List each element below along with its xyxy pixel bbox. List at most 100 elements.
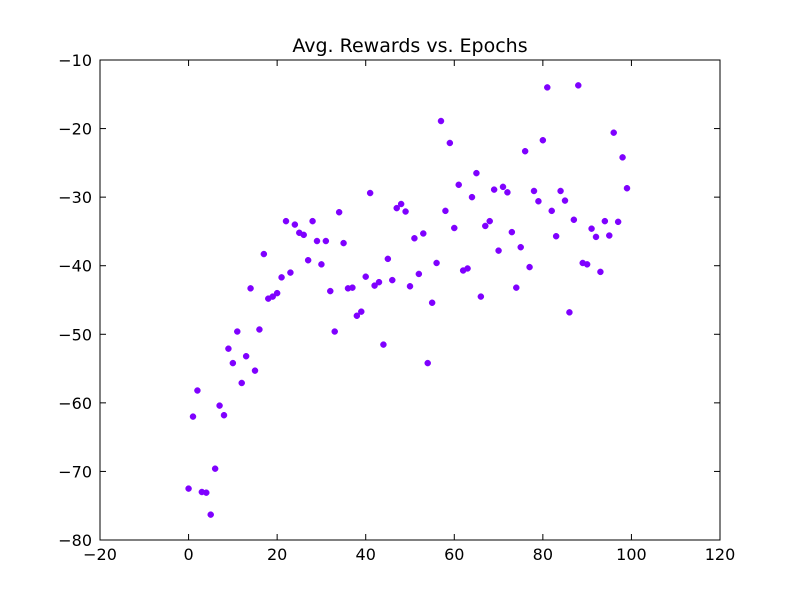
data-points <box>185 82 631 518</box>
x-tick-label: 60 <box>444 545 464 564</box>
data-point <box>535 198 542 205</box>
data-point <box>513 284 520 291</box>
data-point <box>619 154 626 161</box>
data-point <box>189 413 197 420</box>
y-tick-label: −10 <box>58 51 92 70</box>
data-point <box>375 278 383 286</box>
data-point <box>415 270 423 278</box>
data-point <box>287 269 294 276</box>
data-point <box>490 186 498 193</box>
x-tick-label: 100 <box>616 545 647 564</box>
data-point <box>464 265 471 272</box>
x-tick-label: 120 <box>705 545 736 564</box>
y-axis-tick-labels: −10 −20 −30 −40 −50 −60 −70 −80 <box>58 51 92 550</box>
data-point <box>539 136 547 144</box>
data-point <box>411 235 418 242</box>
data-point <box>389 276 396 284</box>
data-point <box>575 82 582 89</box>
data-point <box>185 485 192 492</box>
data-point <box>468 193 476 201</box>
data-point <box>340 239 347 247</box>
data-point <box>588 225 595 232</box>
data-point <box>313 237 321 245</box>
data-point <box>229 359 237 367</box>
data-point <box>521 147 529 155</box>
y-tick-label: −40 <box>58 257 92 276</box>
data-point <box>601 217 609 225</box>
data-point <box>318 261 325 268</box>
data-point <box>220 411 228 419</box>
data-point <box>614 218 622 226</box>
data-point <box>402 208 409 215</box>
data-point <box>327 287 334 295</box>
data-point <box>428 299 436 306</box>
data-point <box>353 312 361 320</box>
data-point <box>548 207 555 215</box>
data-point <box>335 208 343 216</box>
data-point <box>504 189 511 196</box>
x-tick-label: 80 <box>533 545 553 564</box>
x-axis-tick-labels: −20 0 20 40 60 80 100 120 <box>83 545 735 564</box>
data-point <box>358 308 365 315</box>
data-point <box>406 283 414 290</box>
data-point <box>371 282 378 289</box>
plot-area-frame <box>99 59 721 541</box>
data-point <box>282 217 290 225</box>
data-point <box>234 328 241 335</box>
data-point <box>597 268 604 276</box>
data-point <box>495 247 502 254</box>
data-point <box>437 117 445 125</box>
data-point <box>623 184 631 192</box>
data-point <box>566 309 573 316</box>
data-point <box>300 231 307 239</box>
data-point <box>482 222 489 230</box>
y-tick-label: −70 <box>58 462 92 481</box>
data-point <box>477 293 485 300</box>
data-point <box>561 197 569 204</box>
x-tick-label: −20 <box>83 545 117 564</box>
data-point <box>384 255 392 263</box>
x-tick-label: 20 <box>267 545 287 564</box>
data-point <box>433 259 440 267</box>
x-tick-label: 40 <box>356 545 376 564</box>
data-point <box>442 207 449 215</box>
data-point <box>486 217 493 225</box>
data-point <box>583 261 591 268</box>
data-point <box>446 139 454 147</box>
data-point <box>273 289 281 297</box>
data-point <box>380 341 387 348</box>
data-point <box>517 243 524 251</box>
data-point <box>278 274 285 281</box>
data-point <box>420 230 427 237</box>
y-tick-label: −50 <box>58 325 92 344</box>
data-point <box>225 345 232 352</box>
data-point <box>424 359 431 367</box>
data-point <box>211 465 219 472</box>
x-tick-label: 0 <box>183 545 193 564</box>
axis-ticks <box>99 59 721 541</box>
data-point <box>291 221 299 228</box>
data-point <box>544 84 551 91</box>
data-point <box>455 181 462 189</box>
data-point <box>366 189 374 197</box>
data-point <box>610 129 617 136</box>
data-point <box>552 232 560 240</box>
y-tick-label: −20 <box>58 120 92 139</box>
data-point <box>256 326 263 333</box>
data-point <box>247 285 254 292</box>
data-point <box>260 250 268 258</box>
data-point <box>557 187 564 195</box>
data-point <box>216 402 223 409</box>
data-point <box>304 256 312 264</box>
data-point <box>451 224 458 232</box>
data-point <box>269 293 276 300</box>
y-tick-label: −80 <box>58 531 92 550</box>
data-point <box>530 187 538 195</box>
chart-title: Avg. Rewards vs. Epochs <box>292 35 527 57</box>
data-point <box>362 273 369 280</box>
data-point <box>194 387 201 394</box>
data-point <box>207 511 214 518</box>
data-point <box>592 233 600 241</box>
